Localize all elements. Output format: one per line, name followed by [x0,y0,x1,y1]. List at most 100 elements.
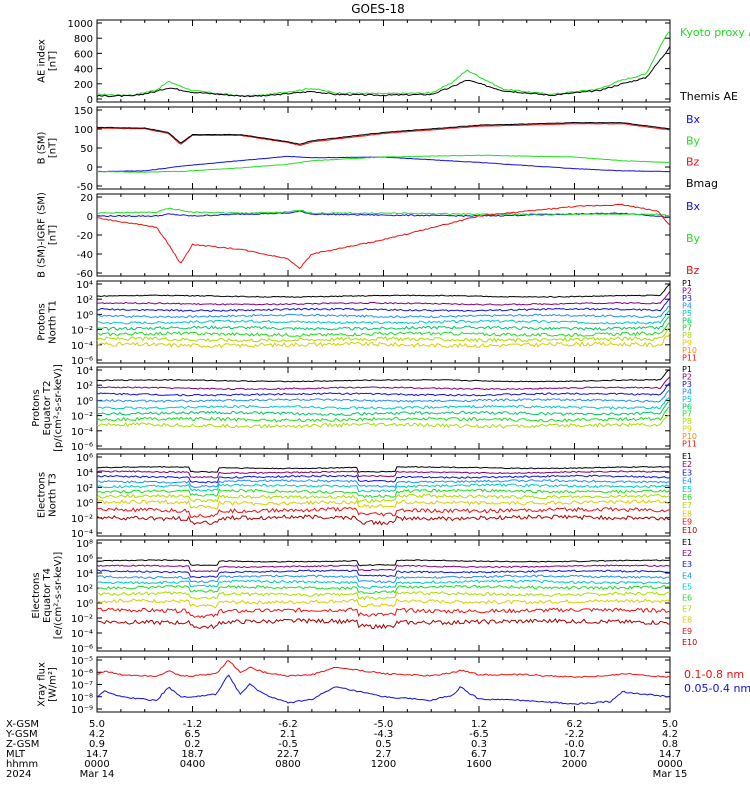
orbit-cell: 1.2 [471,719,487,730]
legend-entry: E3 [682,560,692,569]
orbit-cell: 4.2 [662,729,678,740]
legend-entry: P2 [682,286,692,295]
y-tick-label: 10⁸ [76,539,93,550]
orbit-cell: Mar 14 [80,769,115,780]
series-line-by [96,154,671,173]
legend-entry: P9 [682,425,692,434]
y-tick-label: 10⁻⁶ [71,442,93,453]
legend-entry: E8 [682,616,692,625]
y-tick-label: 600 [74,49,93,60]
orbit-cell: 4.2 [89,729,105,740]
panel-frame [96,106,671,190]
y-axis-label: AE index [37,39,48,83]
orbit-cell: -2.2 [565,729,585,740]
orbit-cell: 22.7 [277,749,299,760]
legend-entry: E4 [682,571,692,580]
y-tick-label: 10⁻⁴ [71,529,93,540]
legend-entry: P3 [682,294,692,303]
legend-entry: P7 [682,324,692,333]
series-line-e10 [96,514,670,526]
y-tick-label: 200 [74,80,93,91]
series-line-e10 [96,618,671,630]
series-line-themis-ae [96,46,671,98]
y-axis-label: [e/(cm²-s-sr-keV)] [53,552,64,640]
panel-protons-north-t1: 10⁴ 10² 10⁰ 10⁻² 10⁻⁴ 10⁻⁶ Protons North T1 P1P2… [37,279,698,367]
legend-entry: Bmag [686,177,718,190]
y-axis-label: Protons [37,303,48,340]
y-tick-label: 10⁰ [76,310,93,321]
orbit-cell: 0000 [84,759,109,770]
orbit-row-label: hhmm [6,759,38,770]
legend-entry: Bx [686,200,701,213]
y-axis-label: [W/m²] [48,667,59,702]
series-line-e2 [96,564,670,573]
series-line-p1 [96,283,671,298]
legend-entry: P3 [682,380,692,389]
orbit-cell: 0800 [275,759,300,770]
y-tick-label: 10⁴ [76,569,93,580]
orbit-cell: 6.2 [567,719,583,730]
y-tick-label: -20 [77,231,93,242]
y-tick-label: 10⁰ [76,599,93,610]
orbit-cell: 0000 [657,759,682,770]
y-tick-label: -40 [77,250,93,261]
orbit-cell: -1.2 [183,719,203,730]
orbit-cell: Mar 15 [653,769,688,780]
series-line-e6 [96,488,671,499]
orbit-cell: 14.7 [659,749,681,760]
legend-entry: P11 [682,440,697,449]
y-tick-label: 10⁴ [76,468,93,479]
y-tick-label: 10⁻⁶ [71,668,93,679]
y-tick-label: 0 [87,163,93,174]
series-line-p6 [96,401,671,416]
orbit-cell: 5.0 [89,719,105,730]
orbit-cell: -6.5 [469,729,489,740]
series-line-p7 [96,406,671,423]
y-axis-label: [nT] [48,138,59,158]
legend-entry: E10 [682,526,697,535]
series-line-e4 [96,574,671,584]
legend-entry: By [686,134,701,147]
y-tick-label: 0 [87,95,93,106]
panel-xray-flux: 10⁻⁵10⁻⁶ 10⁻⁷10⁻⁸10⁻⁹ Xray flux [W/m²] 0.1-0… [37,656,750,716]
y-tick-label: -60 [77,269,93,280]
y-tick-label: 10⁻⁸ [71,693,93,704]
y-tick-label: 10⁻² [71,326,93,337]
legend-entry: E8 [682,509,692,518]
legend-entry: 0.1-0.8 nm [684,668,744,681]
y-tick-label: 10⁻² [71,514,93,525]
series-line-p2 [96,290,671,306]
series-line-e9 [96,506,671,518]
y-axis-label: [nT] [48,225,59,245]
legend-entry: 0.05-0.4 nm [684,682,750,695]
y-axis-label: B (SM)-IGRF (SM) [37,192,48,278]
y-tick-label: 10⁻⁴ [71,427,93,438]
y-axis-label: [p/(cm²-s-sr-keV)] [53,364,64,452]
orbit-cell: 2.7 [376,749,392,760]
legend-entry: Bx [686,113,701,126]
y-tick-label: 10⁰ [76,499,93,510]
legend-entry: E1 [682,452,692,461]
orbit-row-label: 2024 [6,769,31,780]
legend-entry: E3 [682,468,692,477]
orbit-cell: 0.2 [185,739,201,750]
y-axis-label: North T3 [48,473,59,517]
y-tick-label: 1000 [68,19,93,30]
orbit-cell: -6.2 [278,719,298,730]
y-tick-label: 10⁻⁴ [71,629,93,640]
orbit-cell: 5.0 [662,719,678,730]
series-line-e7 [96,493,671,504]
series-line-kyoto-proxy-ae [97,30,671,97]
legend-entry: P5 [682,395,692,404]
legend-entry: P11 [682,354,697,363]
y-tick-label: 10⁻² [71,412,93,423]
series-line-p1 [96,369,671,383]
series-line-bx [96,155,671,173]
legend-entry: P10 [682,346,697,355]
legend-entry: Themis AE [679,90,738,103]
legend-entry: Bz [686,264,700,277]
legend-entry: E7 [682,501,692,510]
series-line-e3 [96,569,671,578]
legend-entry: P6 [682,402,692,411]
